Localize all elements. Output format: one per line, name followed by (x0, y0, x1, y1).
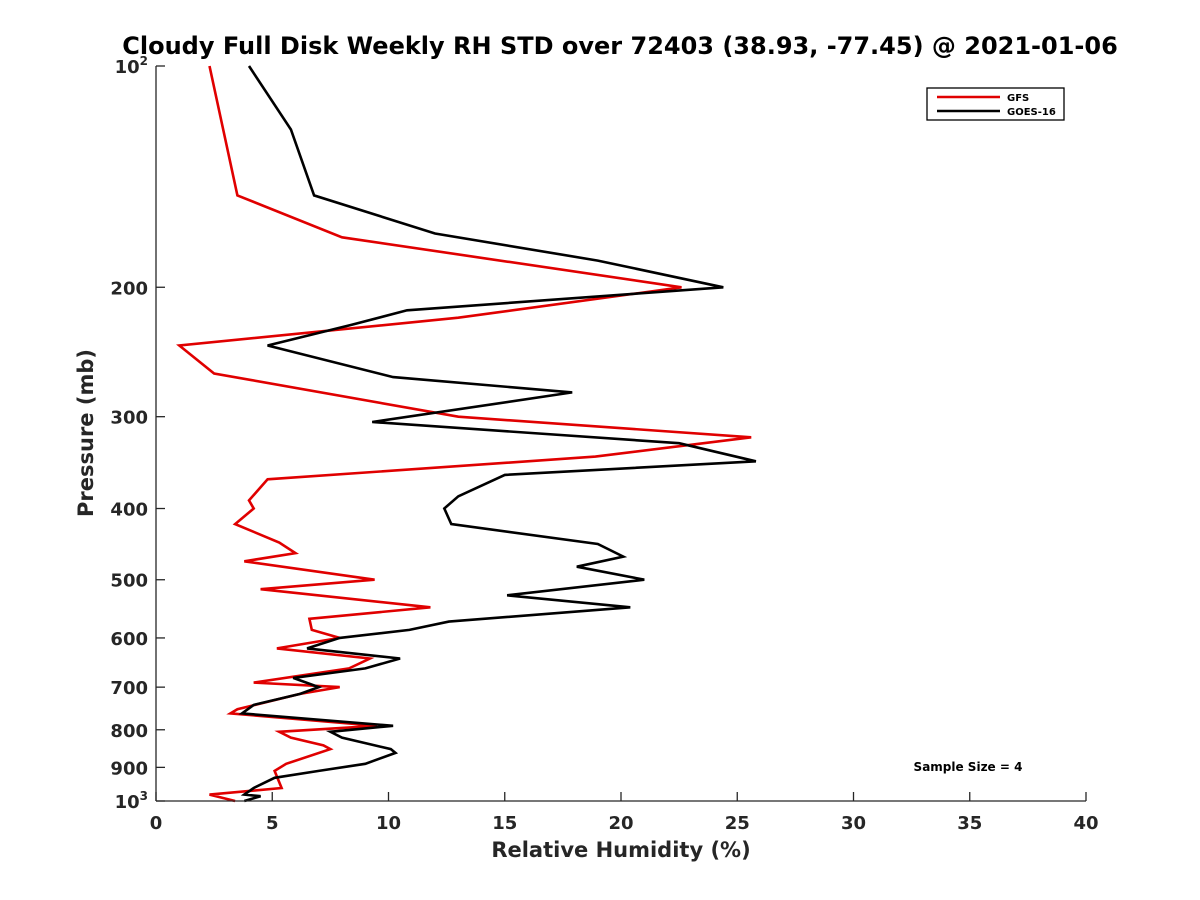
y-tick-label: 600 (110, 629, 148, 650)
series-line-goes16 (238, 65, 757, 803)
x-tick-label: 10 (376, 813, 401, 834)
legend-label-goes16: GOES-16 (1007, 107, 1056, 118)
y-tick-label: 300 (110, 408, 148, 429)
x-tick-label: 40 (1073, 813, 1098, 834)
x-tick-label: 35 (957, 813, 982, 834)
x-tick-label: 5 (266, 813, 279, 834)
x-tick-label: 15 (492, 813, 517, 834)
x-tick-label: 30 (841, 813, 866, 834)
y-axis-label: Pressure (mb) (74, 349, 98, 517)
y-tick-label: 700 (110, 678, 148, 699)
y-tick-label: 102 (115, 54, 148, 78)
y-axis-ticks: 102 200 300 400 500 600 700 800 900 103 (110, 54, 165, 813)
x-tick-label: 0 (150, 813, 163, 834)
y-tick-label: 400 (110, 500, 148, 521)
series-line-gfs (176, 65, 752, 803)
legend: GFS GOES-16 (926, 87, 1065, 121)
y-tick-label: 103 (115, 789, 148, 813)
x-axis-ticks: 0 5 10 15 20 25 30 35 40 (150, 792, 1099, 834)
y-tick-label: 900 (110, 758, 148, 779)
legend-box (926, 87, 1065, 121)
legend-label-gfs: GFS (1007, 93, 1029, 104)
chart-title: Cloudy Full Disk Weekly RH STD over 7240… (122, 32, 1118, 60)
y-tick-label: 800 (110, 721, 148, 742)
x-tick-label: 25 (725, 813, 750, 834)
series-layer (176, 65, 757, 803)
x-axis-label: Relative Humidity (%) (491, 838, 750, 862)
y-tick-label: 500 (110, 571, 148, 592)
y-tick-label: 200 (110, 278, 148, 299)
sample-size-annotation: Sample Size = 4 (914, 760, 1023, 774)
x-tick-label: 20 (608, 813, 633, 834)
